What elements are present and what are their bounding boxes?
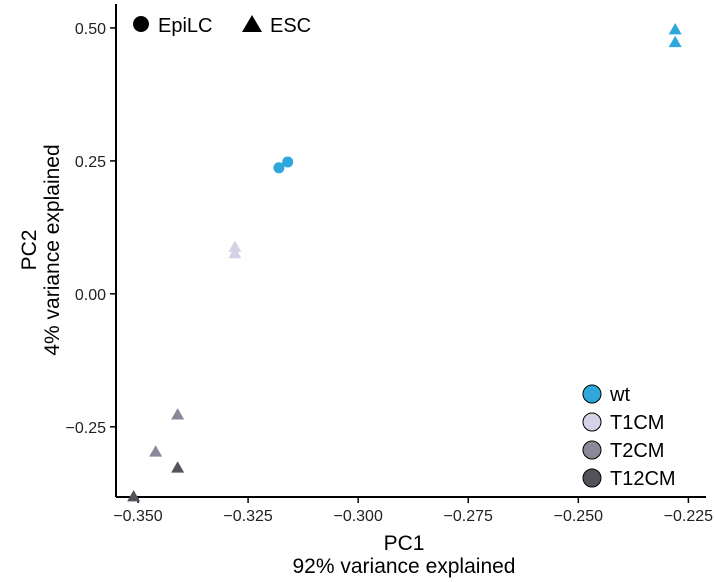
point-wt-epilc xyxy=(273,162,285,174)
legend-esc-label: ESC xyxy=(270,15,311,37)
x-tick-label: −0.225 xyxy=(664,508,713,525)
y-axis-label: PC2 xyxy=(18,230,41,271)
legend-entry-t12cm: T12CM xyxy=(582,468,676,490)
x-axis-title: PC1 92% variance explained xyxy=(293,532,516,578)
legend-t1cm-label: T1CM xyxy=(610,412,664,434)
legend-t1cm-swatch xyxy=(582,412,602,432)
legend-wt-swatch xyxy=(582,384,602,404)
y-axis-title: PC2 4% variance explained xyxy=(18,144,64,355)
x-tick-label: −0.350 xyxy=(113,508,162,525)
x-tick-label: −0.250 xyxy=(554,508,603,525)
legend-t12cm-label: T12CM xyxy=(610,468,676,490)
y-axis-ticks: 0.50 0.25 0.00 −0.25 xyxy=(66,21,116,437)
x-tick-label: −0.300 xyxy=(333,508,382,525)
point-t2cm-esc xyxy=(149,445,163,457)
legend-wt-label: wt xyxy=(609,384,630,406)
legend-circle-icon xyxy=(133,16,149,32)
x-axis-label: PC1 xyxy=(384,532,425,555)
point-t12cm-esc xyxy=(171,461,185,473)
x-tick-label: −0.275 xyxy=(444,508,493,525)
data-points xyxy=(127,23,682,502)
legend-t2cm-swatch xyxy=(582,440,602,460)
legend-t2cm-label: T2CM xyxy=(610,440,664,462)
point-wt-esc xyxy=(668,23,682,35)
x-axis-sublabel: 92% variance explained xyxy=(293,555,516,578)
x-axis-ticks: −0.350 −0.325 −0.300 −0.275 −0.250 −0.225 xyxy=(113,497,713,525)
y-tick-label: 0.00 xyxy=(75,287,106,304)
legend-triangle-icon xyxy=(242,15,262,32)
legend-entry-t2cm: T2CM xyxy=(582,440,664,462)
legend-t12cm-swatch xyxy=(582,468,602,488)
color-legend: wt T1CM T2CM T12CM xyxy=(582,384,676,490)
legend-entry-t1cm: T1CM xyxy=(582,412,664,434)
point-t1cm-esc xyxy=(228,246,242,259)
point-t12cm-esc xyxy=(127,489,141,502)
point-wt-epilc xyxy=(282,156,294,168)
point-t1cm-esc xyxy=(228,240,242,252)
x-tick-label: −0.325 xyxy=(223,508,272,525)
legend-entry-wt: wt xyxy=(582,384,630,406)
y-tick-label: 0.25 xyxy=(75,154,106,171)
point-t2cm-esc xyxy=(171,408,185,420)
point-wt-esc xyxy=(668,35,682,48)
y-axis-sublabel: 4% variance explained xyxy=(41,144,64,355)
plot-axes xyxy=(115,4,706,498)
y-tick-label: 0.50 xyxy=(75,21,106,38)
y-tick-label: −0.25 xyxy=(66,420,107,437)
legend-epilc-label: EpiLC xyxy=(158,15,212,37)
shape-legend: EpiLC ESC xyxy=(133,15,311,37)
